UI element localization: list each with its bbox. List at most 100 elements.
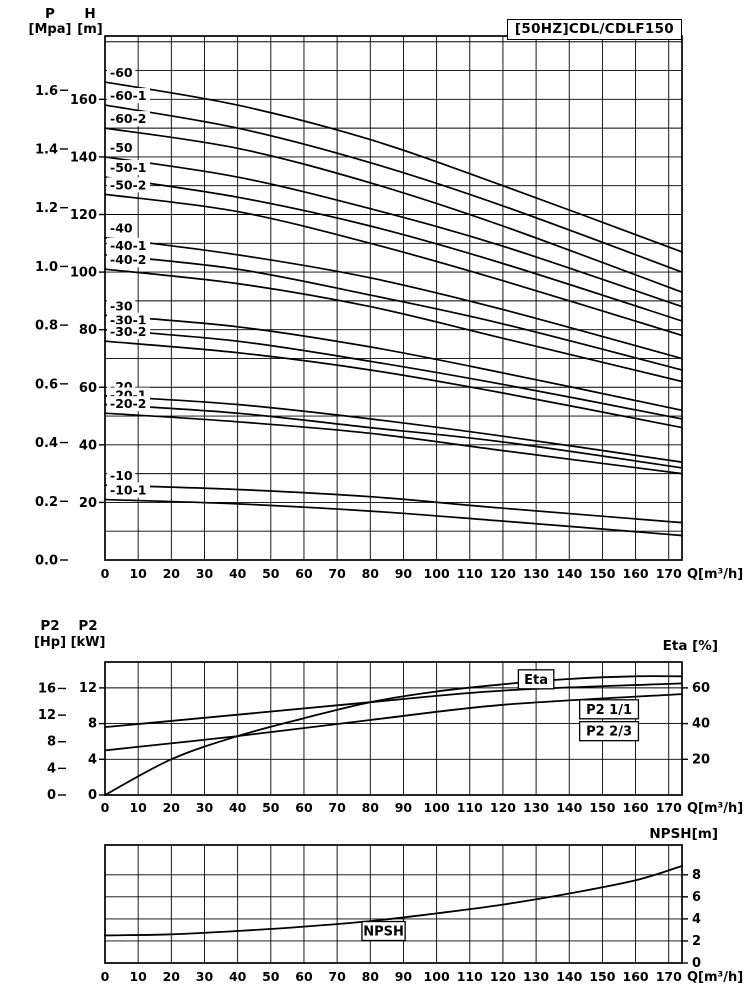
p-axis-unit: [Mpa]	[29, 22, 72, 37]
x-tick-label: 70	[328, 800, 346, 815]
p-tick-label: 0.0	[35, 554, 58, 569]
curve-label-bg	[107, 139, 136, 155]
x-tick-label: 130	[523, 566, 549, 581]
x-tick-label: 0	[101, 800, 110, 815]
curve--30	[104, 314, 683, 412]
curve--60-1	[104, 104, 683, 273]
hp-axis-name: P2	[40, 618, 59, 634]
curve-label-bg	[107, 65, 136, 81]
x-tick-label: 80	[362, 969, 380, 984]
curve-label: -40-1	[110, 238, 146, 253]
annotation-label: Eta	[524, 673, 548, 688]
eta-axis-label: Eta [%]	[663, 638, 718, 654]
x-tick-label: 150	[589, 800, 615, 815]
x-tick-label: 150	[589, 566, 615, 581]
x-tick-label: 130	[523, 969, 549, 984]
curve-label: -50	[110, 140, 133, 155]
h-tick-label: 100	[70, 266, 97, 281]
x-tick-label: 20	[163, 566, 181, 581]
x-tick-label: 10	[129, 566, 147, 581]
x-tick-label: 140	[556, 800, 582, 815]
curve--40	[104, 236, 683, 360]
curve-P2-1/1	[104, 682, 683, 729]
x-tick-label: 0	[101, 969, 110, 984]
curve-Eta	[104, 675, 683, 796]
p-tick-label: 1.4	[35, 142, 58, 157]
curve-label: -30	[110, 298, 133, 313]
x-tick-label: 160	[623, 800, 649, 815]
x-tick-label: 20	[163, 969, 181, 984]
curve--40-2	[104, 268, 683, 383]
curve-P2-2/3	[104, 693, 683, 752]
curve--50	[104, 156, 683, 308]
h-axis-name: H	[84, 6, 95, 22]
hp-tick-label: 0	[47, 788, 56, 803]
p-tick-label: 0.6	[35, 377, 58, 392]
x-tick-label: 60	[295, 969, 313, 984]
p-axis-name: P	[45, 6, 55, 22]
x-tick-label: 50	[262, 800, 280, 815]
x-tick-label: 90	[395, 800, 413, 815]
x-tick-label: 100	[424, 800, 450, 815]
x-tick-label: 150	[589, 969, 615, 984]
x-tick-label: 70	[328, 969, 346, 984]
x-tick-label: 170	[656, 566, 682, 581]
x-tick-label: 60	[295, 800, 313, 815]
x-tick-label: 30	[196, 969, 214, 984]
npsh-tick-label: 4	[692, 912, 701, 927]
x-tick-label: 0	[101, 566, 110, 581]
curve-label-bg	[107, 468, 136, 484]
x-tick-label: 40	[229, 566, 247, 581]
annotation-box	[361, 920, 406, 942]
x-tick-label: 40	[229, 800, 247, 815]
curve-label: -10	[110, 468, 133, 483]
curve-label-bg	[107, 111, 150, 127]
chart-title: [50HZ]CDL/CDLF150	[506, 19, 682, 40]
eta-tick-label: 40	[692, 717, 710, 732]
x-tick-label: 100	[424, 969, 450, 984]
x-tick-label: 170	[656, 969, 682, 984]
curve-label-bg	[107, 220, 136, 236]
annotation-box	[517, 669, 555, 690]
curve-label-bg	[107, 312, 150, 328]
x-tick-label: 110	[457, 969, 483, 984]
x-tick-label: 160	[623, 566, 649, 581]
npsh-tick-label: 6	[692, 890, 701, 905]
curve--10-1	[104, 498, 683, 537]
hp-tick-label: 4	[47, 761, 56, 776]
plot-border	[104, 844, 683, 964]
curve-label: -60	[110, 65, 133, 80]
x-axis-unit-label: Q[m³/h]	[687, 970, 743, 985]
x-tick-label: 30	[196, 800, 214, 815]
curve-label-bg	[107, 88, 150, 104]
x-axis-unit-label: Q[m³/h]	[687, 567, 743, 582]
curve-label-bg	[107, 237, 150, 253]
hp-tick-label: 12	[38, 708, 56, 723]
curve-label: -20-2	[110, 396, 146, 411]
eta-tick-label: 60	[692, 681, 710, 696]
curve--30-1	[104, 328, 683, 420]
hp-axis-unit: [Hp]	[34, 635, 66, 650]
kw-tick-label: 12	[79, 681, 97, 696]
x-tick-label: 160	[623, 969, 649, 984]
h-tick-label: 60	[79, 381, 97, 396]
curve-label: -60-2	[110, 111, 146, 126]
curve--30-2	[104, 340, 683, 429]
curve--60-2	[104, 127, 683, 294]
x-tick-label: 40	[229, 969, 247, 984]
curve-label-bg	[107, 177, 150, 193]
p-tick-label: 1.6	[35, 84, 58, 99]
curve-label: -40	[110, 221, 133, 236]
curve--60	[104, 81, 683, 253]
h-tick-label: 140	[70, 150, 97, 165]
curve-label: -30-2	[110, 324, 146, 339]
x-tick-label: 90	[395, 566, 413, 581]
x-tick-label: 120	[490, 969, 516, 984]
curve--50-2	[104, 193, 683, 337]
x-axis-unit-label: Q[m³/h]	[687, 801, 743, 816]
x-tick-label: 140	[556, 566, 582, 581]
eta-tick-label: 20	[692, 752, 710, 767]
p-tick-label: 0.2	[35, 495, 58, 510]
